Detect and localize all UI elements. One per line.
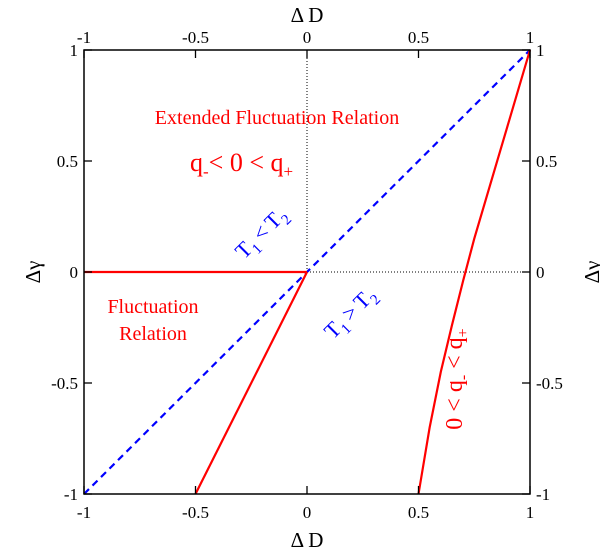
y-tick-label-right: -0.5 [536, 374, 563, 393]
relation-label: Relation [119, 323, 187, 345]
y-tick-label-right: 0 [536, 263, 545, 282]
t1-greater-t2-label: T1>T2 [319, 282, 384, 347]
y-axis-title-right: Δγ [580, 261, 600, 284]
x-tick-label-top: 0 [303, 28, 312, 47]
x-tick-label-bottom: -1 [77, 503, 91, 522]
x-tick-label-bottom: 1 [526, 503, 535, 522]
t1-less-t2-label: T1<T2 [230, 202, 295, 267]
y-tick-label-left: 1 [70, 41, 79, 60]
y-tick-label-left: 0.5 [57, 152, 78, 171]
y-tick-label-left: -0.5 [51, 374, 78, 393]
extended-fluctuation-relation-label: Extended Fluctuation Relation [155, 107, 399, 129]
x-tick-label-bottom: 0 [303, 503, 312, 522]
y-tick-label-left: 0 [70, 263, 79, 282]
x-tick-label-top: -0.5 [182, 28, 209, 47]
x-axis-title-top: Δ D [291, 3, 324, 27]
y-axis-title-left: Δγ [21, 261, 45, 284]
x-tick-label-bottom: -0.5 [182, 503, 209, 522]
extended-condition-label: q-< 0 < q+ [190, 148, 293, 181]
x-tick-label-top: -1 [77, 28, 91, 47]
y-tick-label-right: 0.5 [536, 152, 557, 171]
x-tick-label-top: 0.5 [408, 28, 429, 47]
y-tick-label-right: -1 [536, 485, 550, 504]
series-line-4 [417, 49, 532, 495]
fluctuation-label: Fluctuation [107, 296, 198, 318]
rotated-condition-label: 0 < q- < q+ [442, 328, 472, 429]
x-tick-label-top: 1 [526, 28, 535, 47]
x-axis-title-bottom: Δ D [291, 528, 324, 552]
y-tick-label-right: 1 [536, 41, 545, 60]
x-tick-label-bottom: 0.5 [408, 503, 429, 522]
y-tick-label-left: -1 [64, 485, 78, 504]
series-line-3 [194, 271, 308, 495]
